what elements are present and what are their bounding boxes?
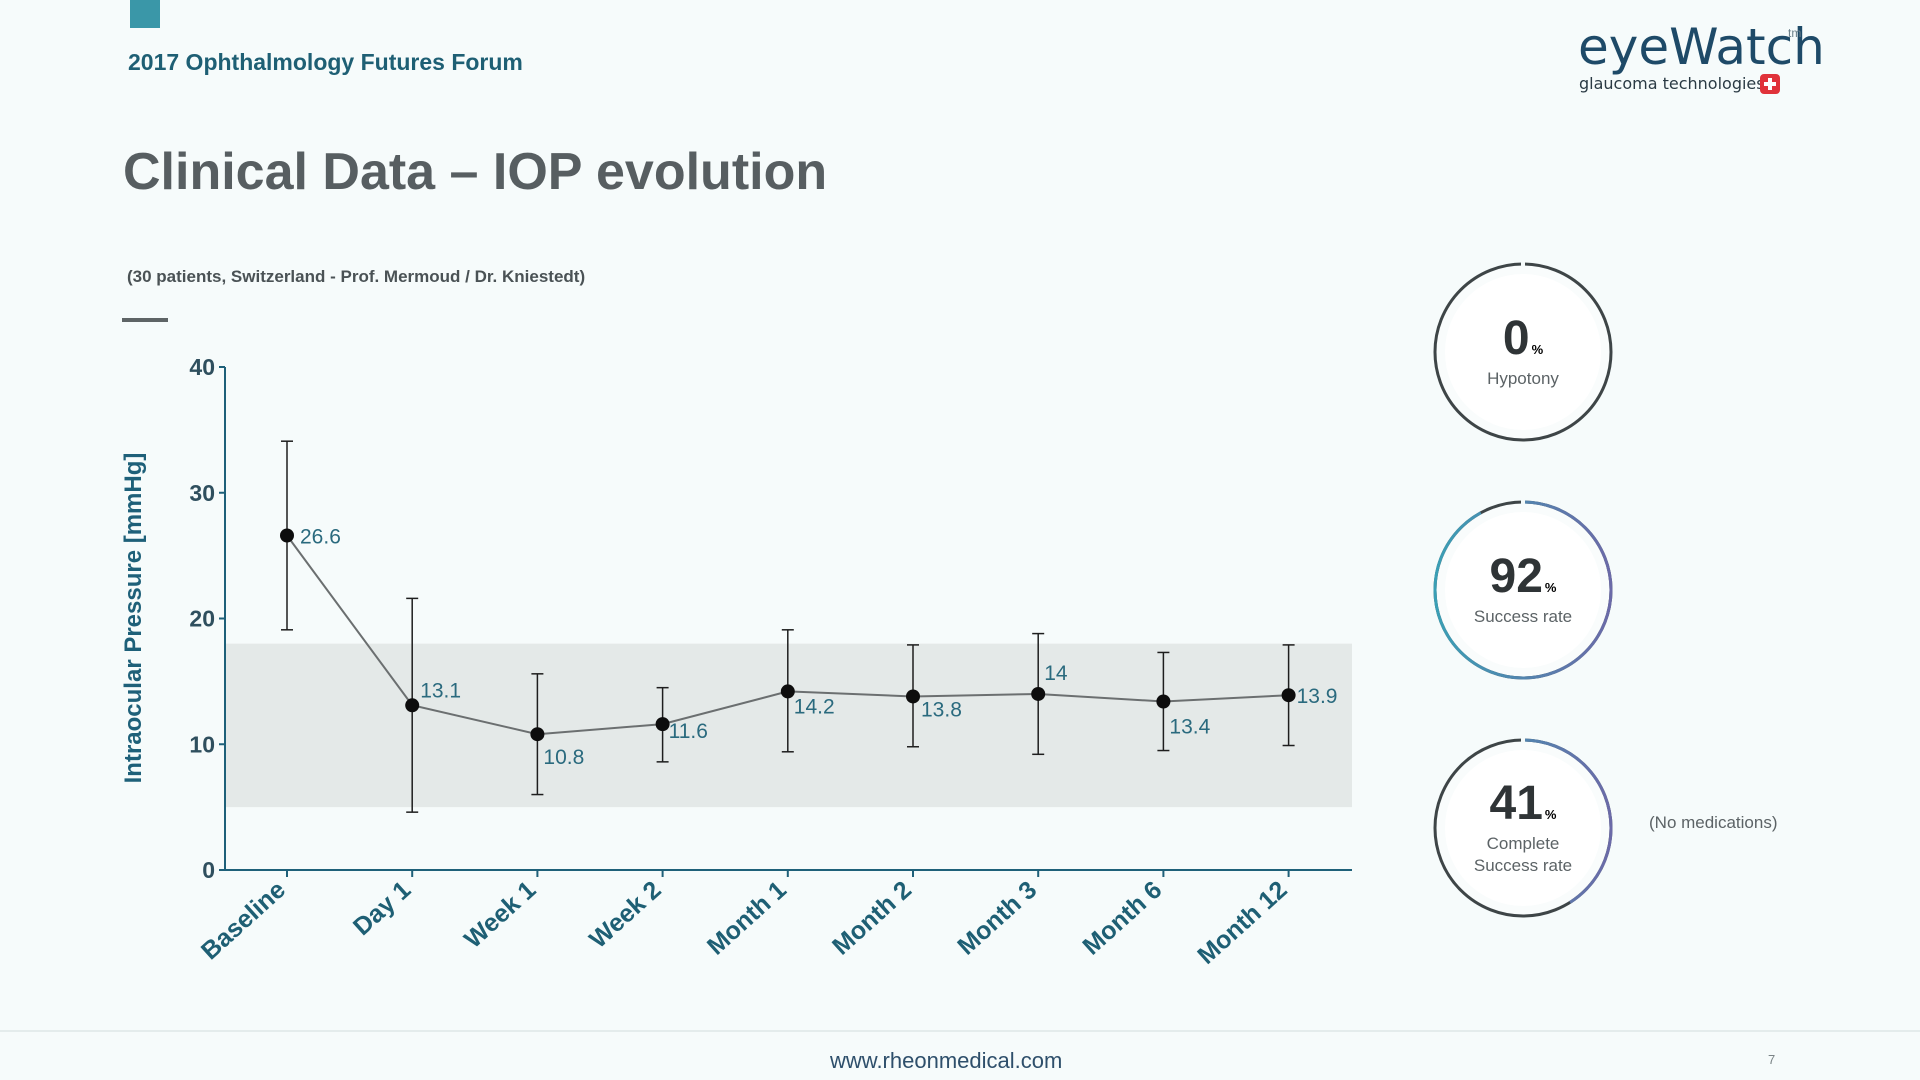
eyewatch-logo: eyeWatch tm glaucoma technologies (1578, 18, 1825, 98)
stat-ring (1433, 737, 1613, 918)
x-tick-label: Month 12 (1192, 876, 1292, 970)
x-tick-label: Week 1 (459, 876, 541, 954)
x-tick-label: Week 2 (584, 876, 666, 954)
data-point (655, 717, 670, 732)
data-label: 13.1 (420, 679, 461, 702)
y-axis-label: Intraocular Pressure [mmHg] (120, 453, 147, 784)
no-medications-note: (No medications) (1649, 813, 1778, 832)
data-point (530, 727, 545, 742)
logo-wordmark: eyeWatch (1578, 18, 1825, 76)
logo-tm: tm (1788, 26, 1802, 40)
data-point (1156, 694, 1171, 709)
stat-ring (1433, 261, 1613, 442)
study-subtitle: (30 patients, Switzerland - Prof. Mermou… (127, 267, 586, 286)
stat-unit: % (1544, 807, 1557, 822)
stat-label: Hypotony (1487, 369, 1559, 388)
logo-tagline: glaucoma technologies (1579, 74, 1765, 93)
data-label: 13.8 (921, 698, 962, 721)
stat-label: Success rate (1473, 607, 1573, 626)
ring-notch (1521, 499, 1525, 505)
stat-label: Complete (1486, 834, 1560, 853)
data-label: 13.4 (1169, 715, 1210, 738)
data-label: 11.6 (669, 720, 708, 743)
data-point (280, 528, 294, 543)
y-tick-label: 10 (189, 731, 215, 757)
x-tick-label: Month 3 (952, 876, 1042, 961)
data-point (1281, 688, 1296, 703)
footer-url: www.rheonmedical.com (830, 1048, 1063, 1073)
stat-value: 41 (1489, 777, 1543, 830)
ring-notch (1521, 737, 1525, 743)
forum-title: 2017 Ophthalmology Futures Forum (128, 49, 523, 75)
data-point (405, 698, 420, 713)
ring-notch (1521, 261, 1525, 267)
y-tick-label: 0 (202, 857, 215, 883)
footer-divider (0, 1030, 1920, 1032)
target-range-band (226, 643, 1352, 808)
data-label: 14.2 (794, 695, 835, 718)
stat-unit: % (1544, 580, 1557, 595)
stat-value: 0 (1502, 312, 1530, 365)
data-label: 14 (1044, 662, 1068, 685)
data-point (1031, 686, 1046, 701)
x-tick-label: Month 1 (702, 876, 792, 961)
x-tick-label: Month 2 (827, 876, 917, 961)
data-point (906, 689, 920, 704)
y-tick-label: 20 (189, 606, 215, 632)
stat-unit: % (1531, 342, 1544, 357)
data-label: 13.9 (1297, 685, 1338, 708)
x-tick-label: Day 1 (348, 876, 416, 942)
x-tick-label: Month 6 (1077, 876, 1167, 961)
y-tick-label: 40 (189, 354, 215, 380)
data-label: 10.8 (543, 746, 584, 769)
accent-square (130, 0, 160, 28)
stat-complete-success-rate: 41% Complete Success rate (1432, 737, 1614, 919)
stat-value: 92 (1489, 550, 1543, 603)
stat-ring (1433, 499, 1613, 680)
stat-success-rate: 92% Success rate (1432, 499, 1614, 681)
y-tick-label: 30 (189, 480, 215, 506)
stat-label: Success rate (1473, 856, 1573, 875)
data-label: 26.6 (300, 526, 341, 549)
swiss-flag-icon (1760, 74, 1780, 94)
page-number: 7 (1768, 1052, 1776, 1067)
data-point (780, 684, 795, 699)
stat-hypotony: 0% Hypotony (1432, 261, 1614, 443)
x-tick-label: Baseline (196, 876, 291, 966)
slide-title: Clinical Data – IOP evolution (123, 143, 828, 201)
iop-chart: 0 10 20 30 40 Baseline Day 1 Week 1 Week 2 Month … (120, 354, 1352, 970)
title-divider (122, 318, 168, 322)
